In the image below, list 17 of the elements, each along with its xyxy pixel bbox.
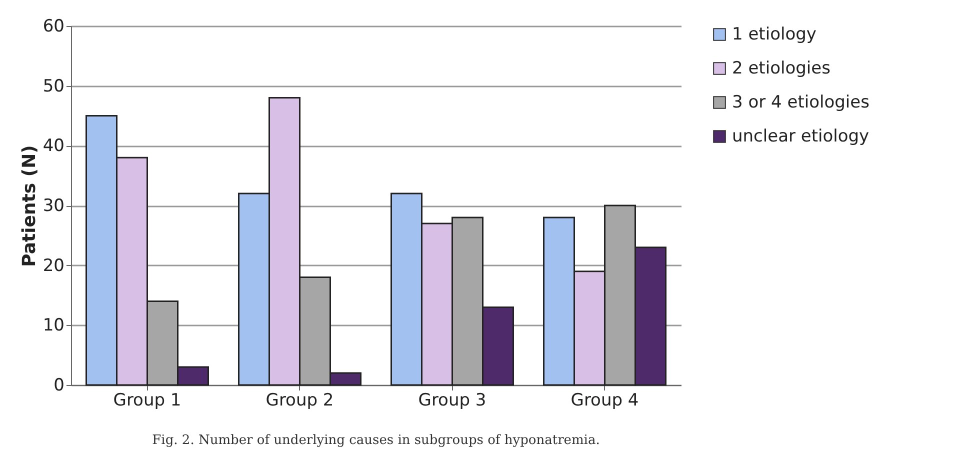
y-tick-label: 30 — [42, 196, 64, 216]
legend-label: 1 etiology — [732, 24, 816, 44]
x-tick-label: Group 1 — [113, 390, 182, 410]
y-tick-label: 60 — [42, 16, 64, 36]
caption: Fig. 2. Number of underlying causes in subgroups of hyponatremia. — [152, 433, 600, 448]
x-tick-label: Group 4 — [570, 390, 639, 410]
x-tick-label: Group 3 — [418, 390, 486, 410]
legend-label: 3 or 4 etiologies — [732, 92, 870, 112]
y-tick-label: 40 — [42, 136, 64, 156]
y-tick-label: 20 — [42, 256, 64, 276]
legend-label: 2 etiologies — [732, 58, 831, 78]
y-tick-label: 0 — [54, 376, 64, 396]
y-tick-label: 10 — [42, 316, 64, 336]
x-tick-label: Group 2 — [266, 390, 334, 410]
y-axis-title: Patients (N) — [18, 145, 40, 267]
y-tick-label: 50 — [42, 76, 64, 96]
legend-label: unclear etiology — [732, 126, 870, 146]
